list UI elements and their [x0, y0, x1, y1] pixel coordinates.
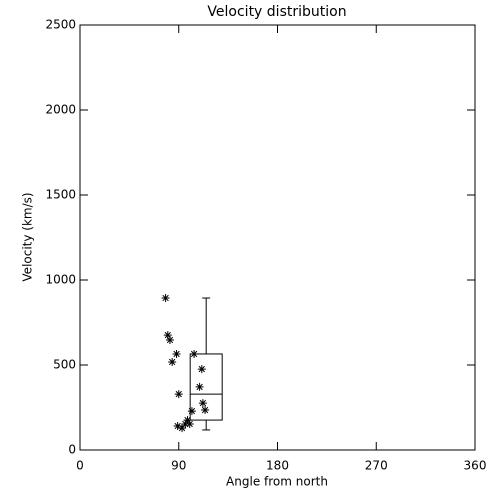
y-tick-label: 500 — [53, 358, 76, 372]
y-tick-label: 1500 — [45, 188, 76, 202]
point — [183, 416, 192, 425]
x-tick-label: 270 — [365, 459, 388, 473]
point — [187, 407, 196, 416]
point — [185, 419, 194, 428]
x-axis-label: Angle from north — [226, 475, 328, 489]
box — [189, 353, 223, 421]
point — [161, 294, 170, 303]
y-tick-label: 2000 — [45, 103, 76, 117]
point — [172, 349, 181, 358]
chart-title: Velocity distribution — [207, 4, 346, 20]
point — [197, 365, 206, 374]
y-tick-label: 2500 — [45, 18, 76, 32]
point — [198, 399, 207, 408]
point — [163, 331, 172, 340]
x-tick-label: 180 — [266, 459, 289, 473]
x-tick-label: 360 — [464, 459, 487, 473]
x-tick-label: 0 — [76, 459, 84, 473]
point — [165, 336, 174, 345]
point — [181, 419, 190, 428]
point — [174, 390, 183, 399]
y-tick-label: 0 — [68, 443, 76, 457]
y-axis-label: Velocity (km/s) — [21, 192, 35, 281]
point — [168, 357, 177, 366]
point — [201, 406, 210, 415]
x-tick-label: 90 — [171, 459, 186, 473]
point — [178, 424, 187, 433]
y-tick-label: 1000 — [45, 273, 76, 287]
point — [173, 422, 182, 431]
point — [195, 382, 204, 391]
